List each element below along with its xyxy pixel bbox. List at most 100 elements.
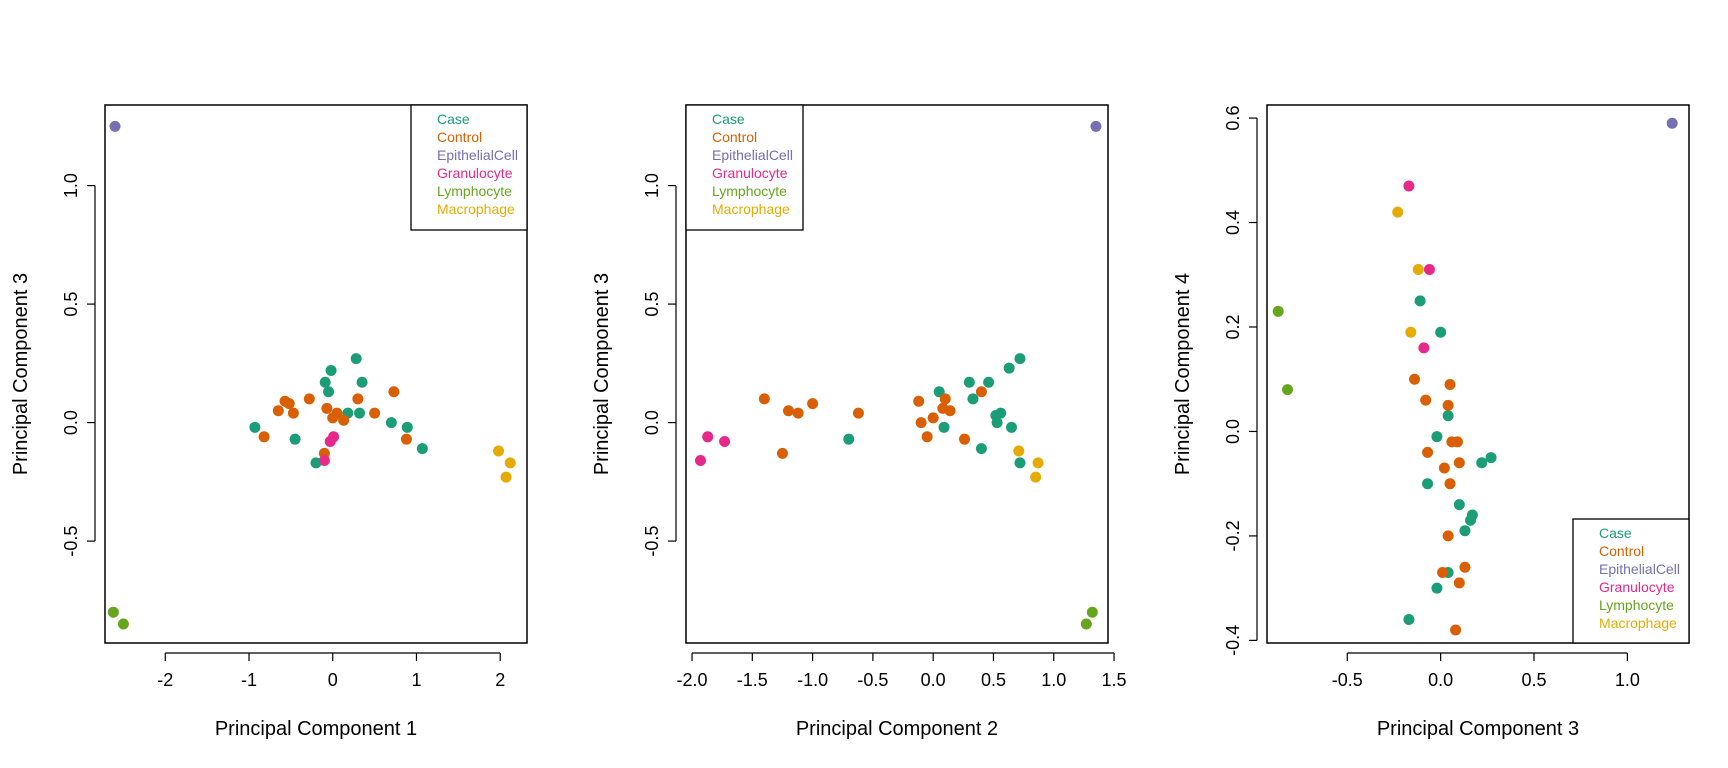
point-control — [927, 412, 939, 424]
point-control — [1442, 530, 1454, 542]
y-axis: -0.5 0.0 0.5 1.0 — [61, 173, 96, 557]
y-tick-label: -0.5 — [61, 526, 81, 557]
point-macrophage — [1392, 206, 1404, 218]
x-axis-title: Principal Component 2 — [796, 718, 998, 740]
point-case — [1014, 353, 1026, 365]
point-lymphocyte — [1272, 305, 1284, 317]
point-case — [350, 353, 362, 365]
x-tick-label: 0.0 — [921, 670, 946, 690]
point-case — [1431, 582, 1443, 594]
point-control — [776, 447, 788, 459]
point-granulocyte — [1423, 264, 1435, 276]
x-tick-label: -1.0 — [797, 670, 828, 690]
point-control — [852, 407, 864, 419]
point-control — [782, 405, 794, 417]
point-case — [938, 421, 950, 433]
point-control — [1442, 399, 1454, 411]
point-case — [319, 376, 331, 388]
legend-label-epithelialcell: EpithelialCell — [1599, 561, 1680, 577]
plot-frame — [1266, 104, 1690, 644]
data-points — [1272, 117, 1678, 636]
point-control — [352, 393, 364, 405]
point-case — [995, 407, 1007, 419]
legend-label-case: Case — [712, 111, 745, 127]
y-tick-label: 1.0 — [61, 173, 81, 198]
point-macrophage — [1405, 326, 1417, 338]
point-granulocyte — [318, 455, 330, 467]
legend-label-control: Control — [437, 129, 482, 145]
x-tick-label: 0 — [328, 670, 338, 690]
y-tick-label: -0.5 — [642, 526, 662, 557]
legend-label-case: Case — [1599, 525, 1632, 541]
point-macrophage — [493, 445, 505, 457]
point-case — [385, 417, 397, 429]
point-case — [354, 407, 366, 419]
x-axis-title: Principal Component 1 — [215, 718, 417, 740]
legend-label-macrophage: Macrophage — [712, 201, 790, 217]
legend-label-epithelialcell: EpithelialCell — [437, 147, 518, 163]
point-case — [1014, 457, 1026, 469]
y-axis: -0.4 -0.2 0.0 0.2 0.4 0.6 — [1223, 106, 1258, 656]
x-axis: -2.0 -1.5 -1.0 -0.5 0.0 0.5 1.0 1.5 — [677, 652, 1127, 690]
point-control — [1409, 373, 1421, 385]
point-lymphocyte — [117, 618, 129, 630]
point-case — [323, 386, 335, 398]
point-case — [325, 364, 337, 376]
y-tick-label: 0.2 — [1223, 314, 1243, 339]
point-control — [1451, 436, 1463, 448]
point-control — [283, 398, 295, 410]
point-lymphocyte — [1282, 384, 1294, 396]
y-axis-title: Principal Component 3 — [10, 273, 32, 475]
point-control — [272, 405, 284, 417]
point-case — [1422, 478, 1434, 490]
point-control — [1450, 624, 1462, 636]
point-case — [991, 417, 1003, 429]
point-control — [338, 414, 350, 426]
point-macrophage — [504, 457, 516, 469]
point-macrophage — [1032, 457, 1044, 469]
point-case — [843, 433, 855, 445]
legend-box — [1572, 518, 1690, 644]
point-macrophage — [1412, 264, 1424, 276]
point-case — [1431, 431, 1443, 443]
point-control — [321, 402, 333, 414]
legend-label-epithelialcell: EpithelialCell — [712, 147, 793, 163]
point-case — [1453, 499, 1465, 511]
point-lymphocyte — [1086, 606, 1098, 618]
legend: Case Control EpithelialCell Granulocyte Lymp… — [1572, 518, 1690, 644]
point-case — [356, 376, 368, 388]
legend-box — [685, 104, 804, 231]
point-control — [913, 395, 925, 407]
legend-label-lymphocyte: Lymphocyte — [437, 183, 512, 199]
x-axis: -0.5 0.0 0.5 1.0 — [1332, 652, 1640, 690]
point-control — [1459, 561, 1471, 573]
point-case — [1003, 362, 1015, 374]
point-case — [1403, 613, 1415, 625]
point-control — [258, 431, 270, 443]
point-case — [983, 376, 995, 388]
point-case — [963, 376, 975, 388]
plot-frame — [685, 104, 1109, 644]
point-case — [416, 443, 428, 455]
legend-label-macrophage: Macrophage — [1599, 615, 1677, 631]
point-case — [310, 457, 322, 469]
x-tick-label: 0.5 — [1522, 670, 1547, 690]
point-case — [401, 421, 413, 433]
legend-label-case: Case — [437, 111, 470, 127]
point-case — [1414, 295, 1426, 307]
point-lymphocyte — [107, 606, 119, 618]
point-lymphocyte — [1080, 618, 1092, 630]
point-control — [792, 407, 804, 419]
point-granulocyte — [1418, 342, 1430, 354]
point-case — [1476, 457, 1488, 469]
legend-label-control: Control — [1599, 543, 1644, 559]
pca-panel-pc2-pc3: -2.0 -1.5 -1.0 -0.5 0.0 0.5 1.0 1.5 Principal Co… — [591, 104, 1127, 740]
point-control — [369, 407, 381, 419]
legend-label-granulocyte: Granulocyte — [1599, 579, 1675, 595]
point-granulocyte — [328, 431, 340, 443]
point-granulocyte — [694, 455, 706, 467]
legend-label-lymphocyte: Lymphocyte — [1599, 597, 1674, 613]
point-case — [1435, 326, 1447, 338]
